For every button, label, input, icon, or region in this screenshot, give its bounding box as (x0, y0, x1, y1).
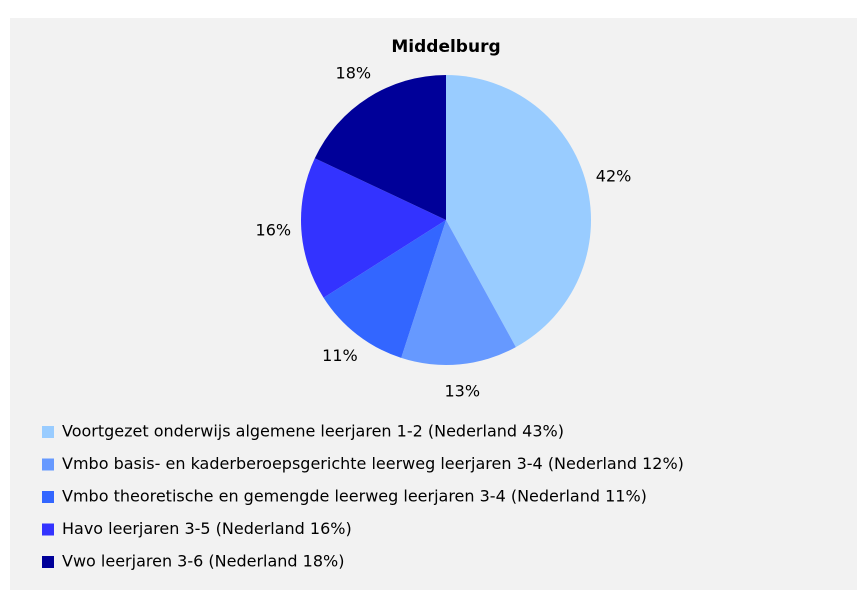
data-label: 13% (444, 382, 480, 401)
data-label: 42% (596, 166, 632, 185)
pie-slice (300, 158, 446, 298)
chart-title: Middelburg (391, 37, 500, 57)
data-label: 18% (336, 63, 372, 82)
legend-swatch (42, 556, 54, 568)
pie-slice (401, 220, 516, 365)
legend-swatch (42, 426, 54, 438)
data-label: 11% (322, 346, 358, 365)
data-label: 16% (256, 220, 292, 239)
legend-label: Vmbo theoretische en gemengde leerweg le… (62, 487, 647, 506)
legend-label: Voortgezet onderwijs algemene leerjaren … (62, 422, 564, 441)
legend-swatch (42, 491, 54, 503)
legend-label: Vmbo basis- en kaderberoepsgerichte leer… (62, 454, 684, 473)
legend-swatch (42, 458, 54, 471)
legend-label: Vwo leerjaren 3-6 (Nederland 18%) (62, 552, 344, 571)
legend-swatch (42, 523, 54, 536)
legend-label: Havo leerjaren 3-5 (Nederland 16%) (62, 519, 352, 538)
pie-slice (314, 75, 446, 220)
pie-slice (446, 75, 592, 348)
pie-slice (323, 220, 446, 358)
